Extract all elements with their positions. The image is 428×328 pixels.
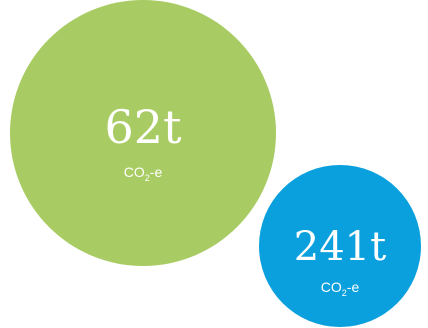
bubble-value-label: 62t [104, 100, 182, 154]
bubble-circle [259, 165, 421, 327]
bubble-unit-label: CO2-e [124, 164, 163, 183]
unit-suffix: -e [347, 279, 360, 295]
bubble-2: 241t CO2-e [259, 165, 421, 327]
unit-main: CO [124, 164, 145, 180]
unit-main: CO [321, 279, 342, 295]
unit-subscript: 2 [145, 173, 150, 183]
bubble-value-label: 241t [294, 224, 386, 270]
bubble-unit-label: CO2-e [321, 279, 360, 298]
unit-suffix: -e [150, 164, 163, 180]
unit-subscript: 2 [342, 288, 347, 298]
bubble-1: 62t CO2-e [10, 0, 276, 266]
bubble-circle [10, 0, 276, 266]
